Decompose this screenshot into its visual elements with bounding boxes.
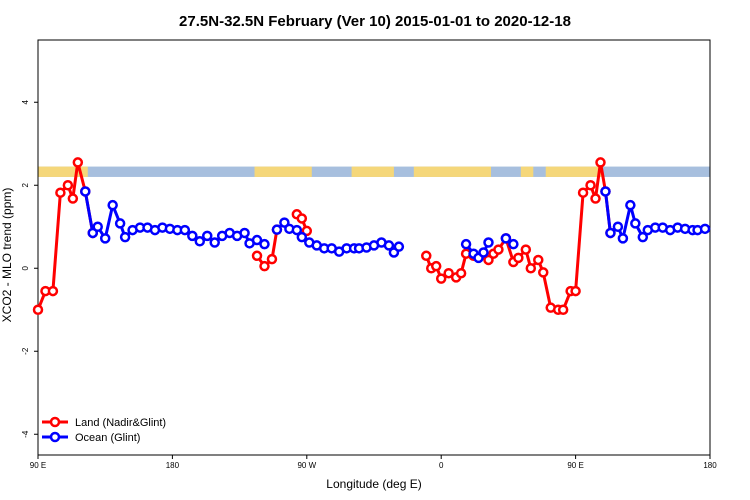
data-point xyxy=(478,247,489,258)
data-point xyxy=(493,244,504,255)
land-mask-band xyxy=(38,166,710,177)
data-point xyxy=(239,227,250,239)
series-ocean xyxy=(80,186,711,264)
data-point xyxy=(421,250,432,262)
series-land xyxy=(32,157,616,315)
data-point xyxy=(209,237,220,248)
data-point xyxy=(67,193,79,204)
data-point xyxy=(435,273,447,284)
data-point xyxy=(32,304,44,315)
x-tick-label: 0 xyxy=(439,461,444,470)
data-point xyxy=(393,241,405,252)
data-point xyxy=(201,230,213,242)
legend-marker-land xyxy=(49,416,61,428)
data-point xyxy=(114,218,126,229)
data-point xyxy=(617,233,629,244)
data-point xyxy=(585,180,596,191)
data-point xyxy=(570,285,581,297)
plot-frame xyxy=(37,39,711,456)
data-point xyxy=(194,236,206,247)
data-point xyxy=(483,237,494,248)
data-point xyxy=(637,231,649,243)
land-band-segment xyxy=(413,166,491,177)
data-point xyxy=(296,231,308,243)
data-point xyxy=(443,267,454,279)
y-tick-label: 2 xyxy=(21,182,30,187)
data-point xyxy=(47,285,59,297)
data-point xyxy=(259,260,270,272)
data-point xyxy=(251,250,263,262)
data-point xyxy=(72,157,84,168)
y-axis-label: XCO2 - MLO trend (ppm) xyxy=(0,188,14,323)
data-point xyxy=(460,238,472,250)
land-band-segment xyxy=(520,166,534,177)
legend-label-land: Land (Nadir&Glint) xyxy=(75,417,166,429)
data-point xyxy=(62,180,74,191)
data-point xyxy=(520,244,532,255)
data-point xyxy=(92,221,103,232)
x-tick-label: 180 xyxy=(166,461,180,470)
data-point xyxy=(383,240,395,251)
land-band-segment xyxy=(38,166,88,177)
data-point xyxy=(291,224,303,236)
data-point xyxy=(699,223,711,235)
data-point xyxy=(80,186,91,197)
data-point xyxy=(590,193,601,204)
data-point xyxy=(271,224,283,235)
x-tick-label: 90 W xyxy=(297,461,316,470)
x-tick-label: 90 E xyxy=(30,461,46,470)
legend: Land (Nadir&Glint) Ocean (Glint) xyxy=(42,416,166,444)
land-band-segment xyxy=(351,166,394,177)
land-band-segment xyxy=(254,166,312,177)
data-point xyxy=(513,252,524,264)
data-point xyxy=(595,157,606,168)
data-point xyxy=(179,224,191,236)
data-point xyxy=(119,231,131,243)
x-tick-label: 180 xyxy=(703,461,717,470)
data-point xyxy=(455,267,467,279)
data-point xyxy=(251,234,263,246)
legend-marker-ocean xyxy=(49,431,61,443)
data-point xyxy=(296,213,308,224)
y-tick-label: 0 xyxy=(21,265,30,270)
data-point xyxy=(577,187,589,198)
data-point xyxy=(500,233,512,244)
data-point xyxy=(600,186,611,197)
data-point xyxy=(430,260,442,272)
x-axis: 90 E 180 90 W 0 90 E 180 xyxy=(30,455,717,470)
x-axis-label: Longitude (deg E) xyxy=(326,477,421,491)
chart-title: 27.5N-32.5N February (Ver 10) 2015-01-01… xyxy=(179,13,571,30)
x-tick-label: 90 E xyxy=(567,461,583,470)
data-point xyxy=(625,199,636,211)
legend-label-ocean: Ocean (Glint) xyxy=(75,432,140,444)
data-point xyxy=(612,221,624,232)
data-point xyxy=(525,263,537,274)
y-tick-label: -4 xyxy=(21,430,30,438)
data-point xyxy=(187,230,198,242)
y-tick-label: 4 xyxy=(21,99,30,104)
land-band-segment xyxy=(545,166,603,177)
data-point xyxy=(508,238,519,250)
data-point xyxy=(605,227,616,239)
data-point xyxy=(259,238,270,250)
data-point xyxy=(266,253,278,265)
y-axis: -4 -2 0 2 4 xyxy=(21,99,38,438)
series-layer xyxy=(32,157,711,315)
y-tick-label: -2 xyxy=(21,347,30,355)
data-point xyxy=(55,187,66,198)
data-point xyxy=(107,199,118,211)
data-point xyxy=(99,233,111,244)
data-point xyxy=(630,218,641,229)
data-point xyxy=(557,304,569,315)
data-point xyxy=(537,267,549,278)
data-point xyxy=(533,254,544,266)
